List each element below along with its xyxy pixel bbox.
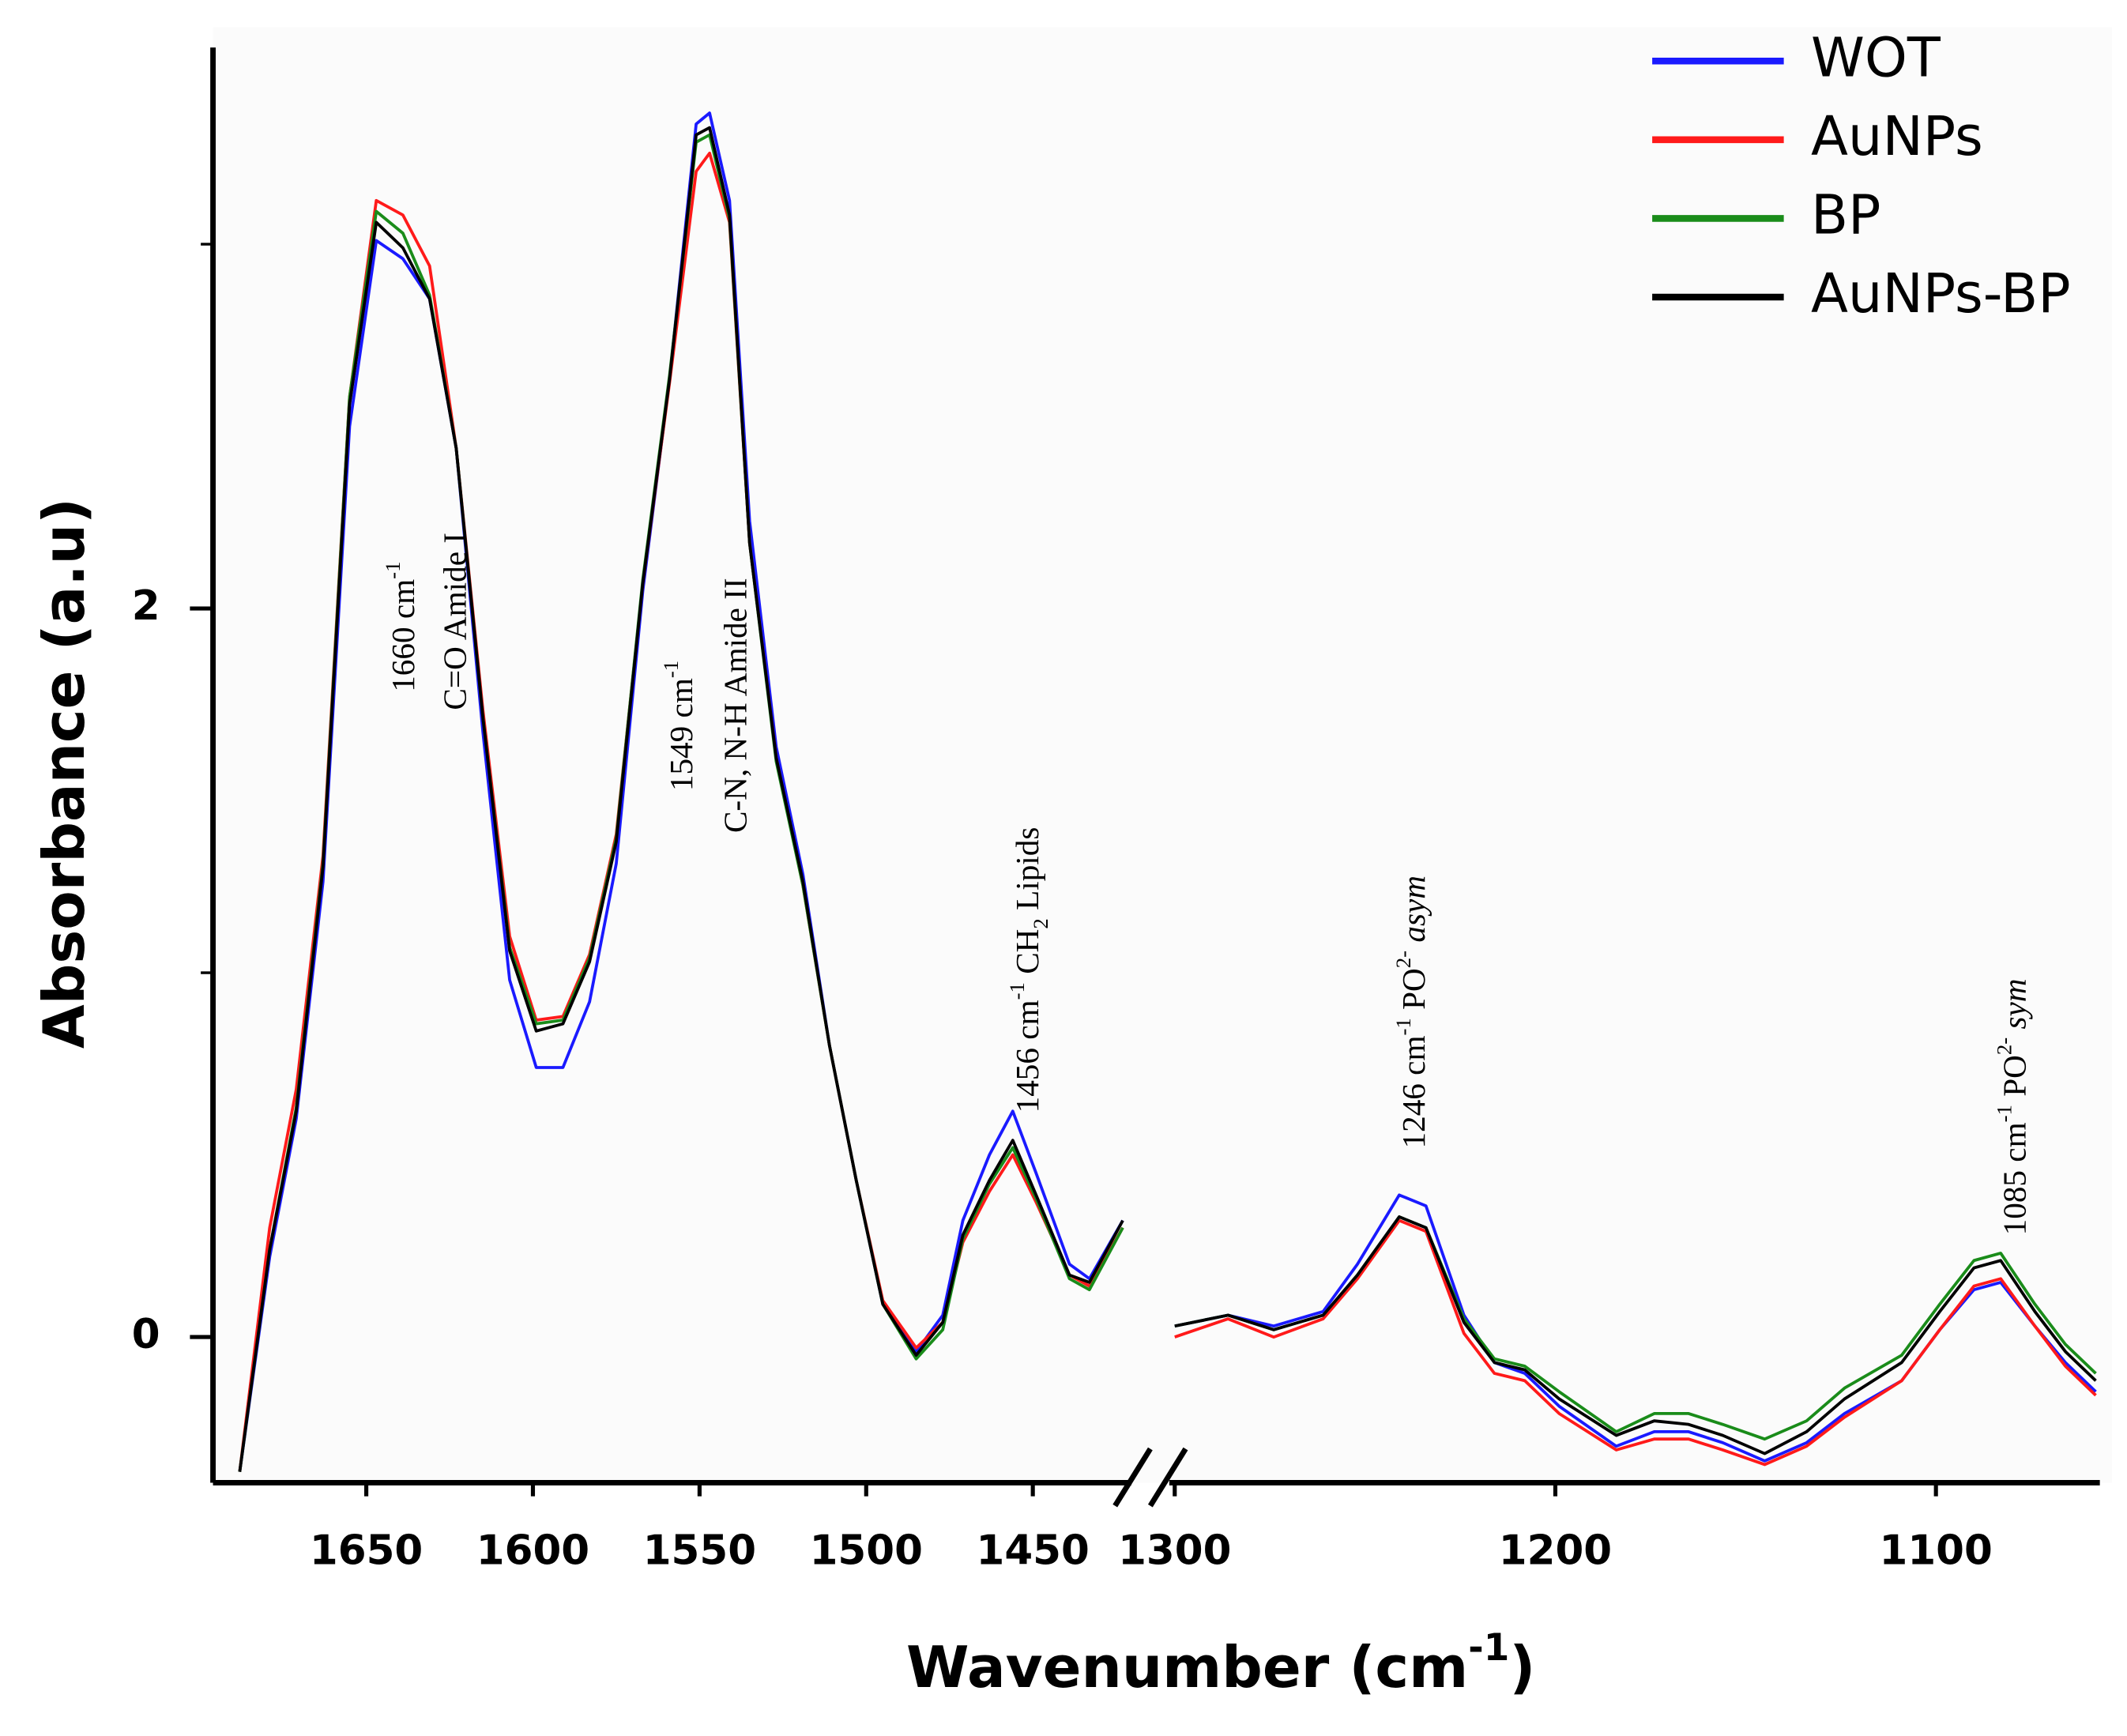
legend-label: WOT: [1811, 26, 1941, 89]
x-tick-label: 1200: [1499, 1527, 1612, 1575]
x-tick-label: 1450: [976, 1527, 1089, 1575]
annotation: 1456 cm-1 CH2 Lipids: [1005, 827, 1052, 1113]
annotation: 1246 cm-1 PO2- asym: [1391, 876, 1432, 1149]
x-tick-label: 1500: [810, 1527, 923, 1575]
axis-break: [1147, 1447, 1188, 1508]
annotation: 1549 cm-1: [659, 661, 699, 791]
y-axis-title: Absorbance (a.u): [32, 498, 98, 1049]
annotation: C-N, N-H Amide II: [717, 578, 754, 833]
text-part: 1549 cm: [663, 678, 699, 791]
x-axis-title: Wavenumber (cm-1): [906, 1627, 1535, 1702]
text-part: 1456 cm: [1009, 1000, 1045, 1113]
text-part: asym: [1396, 876, 1432, 951]
text-part: 2: [1029, 918, 1052, 928]
text-part: Wavenumber (cm: [906, 1635, 1468, 1701]
text-part: 2-: [1993, 1037, 2016, 1055]
text-part: Lipids: [1009, 827, 1045, 919]
x-tick-label: 1550: [643, 1527, 756, 1575]
legend-label: BP: [1811, 183, 1881, 247]
text-part: 1085 cm: [1997, 1122, 2033, 1235]
x-tick-label: 1300: [1118, 1527, 1231, 1575]
text-part: 2-: [1391, 951, 1415, 968]
text-part: -1: [1391, 1018, 1415, 1035]
text-part: PO: [1997, 1055, 2033, 1105]
text-part: ): [1509, 1635, 1535, 1701]
text-part: sym: [1997, 978, 2033, 1037]
spectrum-line: [238, 126, 1124, 1472]
x-tick-label: 1100: [1880, 1527, 1993, 1575]
text-part: 1660 cm: [386, 579, 422, 692]
spectrum-line: [1174, 1218, 2097, 1467]
spectrum-line: [1174, 1215, 2097, 1455]
text-part: C-N, N-H Amide II: [717, 578, 754, 833]
text-part: -1: [659, 661, 683, 678]
text-part: CH: [1009, 929, 1045, 983]
spectrum-line: [238, 151, 1124, 1472]
text-part: -1: [1005, 982, 1029, 1000]
text-part: -1: [381, 562, 405, 579]
y-tick-label: 2: [132, 582, 160, 630]
legend-label: AuNPs: [1811, 105, 1983, 168]
text-part: -1: [1468, 1627, 1509, 1670]
legend-label: AuNPs-BP: [1811, 262, 2071, 326]
text-part: C=O Amide I: [437, 533, 473, 710]
annotation: 1085 cm-1 PO2- sym: [1993, 978, 2033, 1235]
axis-break: [1112, 1447, 1153, 1508]
text-part: -1: [1993, 1105, 2016, 1122]
x-tick-label: 1600: [476, 1527, 589, 1575]
annotation: 1660 cm-1: [381, 562, 421, 692]
text-part: 1246 cm: [1396, 1035, 1432, 1148]
spectrum-line: [238, 111, 1124, 1472]
plot-background: [213, 27, 2113, 1483]
text-part: PO: [1396, 968, 1432, 1018]
annotation: C=O Amide I: [437, 533, 473, 710]
spectrum-line: [1174, 1193, 2097, 1463]
x-tick-label: 1650: [310, 1527, 423, 1575]
y-tick-label: 0: [132, 1311, 160, 1358]
